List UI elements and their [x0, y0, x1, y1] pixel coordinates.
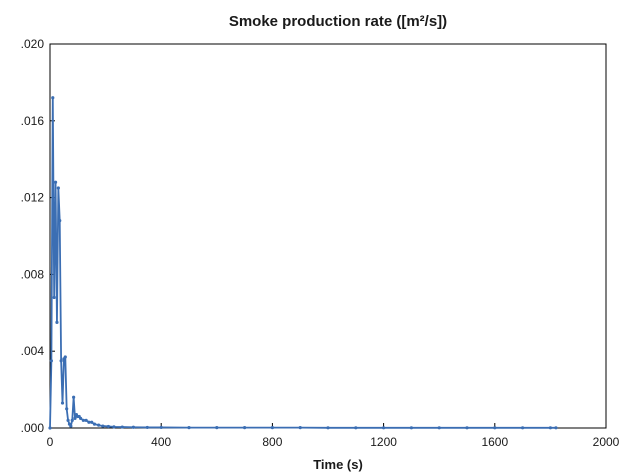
data-point — [145, 425, 149, 430]
x-tick-label: 400 — [151, 435, 171, 449]
y-tick-label: .000 — [21, 421, 45, 435]
data-point — [298, 426, 302, 430]
data-point — [106, 424, 110, 429]
data-point — [465, 426, 469, 430]
data-point — [59, 359, 63, 363]
data-point — [56, 186, 60, 190]
data-point — [382, 426, 386, 430]
x-tick-label: 2000 — [593, 435, 620, 449]
data-point — [270, 426, 274, 430]
data-point — [70, 418, 74, 422]
data-point — [65, 407, 69, 411]
data-point — [554, 426, 558, 430]
data-point — [48, 426, 52, 430]
data-point — [55, 320, 59, 324]
x-tick-label: 0 — [47, 435, 54, 449]
y-axis: .000 .004 .008 .012 .016 .020 — [21, 37, 55, 435]
x-axis-label: Time (s) — [313, 457, 363, 472]
data-point — [87, 420, 91, 424]
data-point — [326, 426, 330, 430]
data-point — [69, 424, 73, 428]
data-point — [63, 355, 67, 359]
data-point — [243, 426, 247, 430]
data-point — [78, 416, 83, 420]
data-point — [51, 96, 55, 100]
data-point — [159, 425, 163, 430]
data-point — [90, 420, 94, 424]
data-point — [101, 424, 105, 428]
data-point — [112, 425, 116, 429]
plot-area-frame — [49, 43, 607, 429]
data-point — [53, 180, 58, 184]
data-point — [49, 359, 53, 363]
data-point — [58, 219, 62, 223]
data-point — [548, 426, 553, 430]
data-point — [187, 426, 191, 430]
data-point — [120, 425, 124, 429]
data-point — [493, 426, 497, 430]
data-point — [215, 426, 219, 430]
data-point — [84, 418, 88, 422]
chart-title: Smoke production rate ([m²/s]) — [229, 13, 447, 30]
y-tick-label: .016 — [21, 114, 45, 128]
x-tick-label: 800 — [262, 435, 282, 449]
data-point — [521, 426, 525, 430]
y-tick-label: .008 — [21, 267, 45, 281]
y-tick-label: .020 — [21, 37, 45, 51]
data-point — [81, 418, 85, 422]
data-point — [97, 423, 101, 427]
data-point — [66, 418, 70, 422]
data-point — [92, 422, 97, 426]
data-point — [73, 416, 77, 420]
data-point — [52, 295, 56, 300]
x-tick-label: 1600 — [481, 435, 508, 449]
x-tick-label: 1200 — [370, 435, 397, 449]
data-point — [60, 401, 65, 405]
data-point — [131, 425, 135, 429]
y-tick-label: .004 — [21, 344, 45, 358]
series-layer — [48, 96, 558, 430]
data-point — [354, 426, 358, 430]
y-tick-label: .012 — [21, 191, 45, 205]
data-point — [409, 426, 413, 430]
data-point — [72, 395, 76, 399]
data-point — [437, 426, 441, 430]
